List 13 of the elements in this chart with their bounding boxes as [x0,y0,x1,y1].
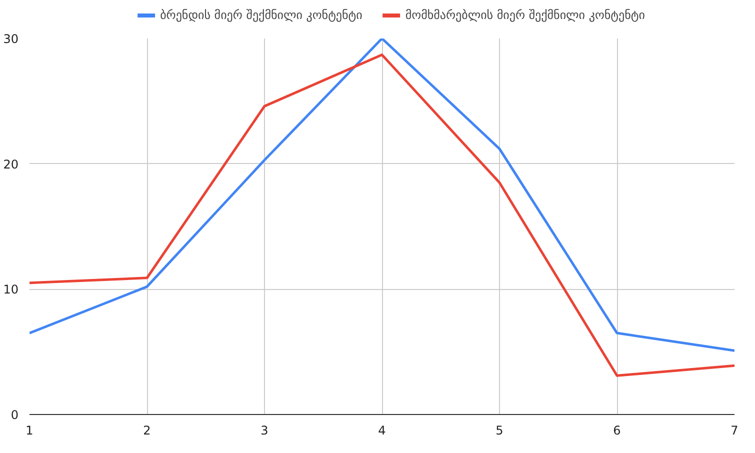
y-tick-label: 30 [3,32,19,46]
legend-label: მომხმარებლის მიერ შექმნილი კონტენტი [405,8,645,22]
y-tick-label: 20 [3,157,19,172]
x-tick-label: 5 [496,424,504,438]
x-tick-label: 3 [260,424,268,438]
legend-label: ბრენდის მიერ შექმნილი კონტენტი [160,8,362,22]
x-tick-label: 2 [143,424,151,438]
y-tick-label: 10 [3,282,19,297]
x-tick-label: 1 [26,424,34,438]
x-tick-label: 7 [730,424,738,438]
x-tick-label: 4 [378,424,386,438]
y-tick-label: 0 [10,408,19,422]
x-tick-label: 6 [613,424,621,438]
